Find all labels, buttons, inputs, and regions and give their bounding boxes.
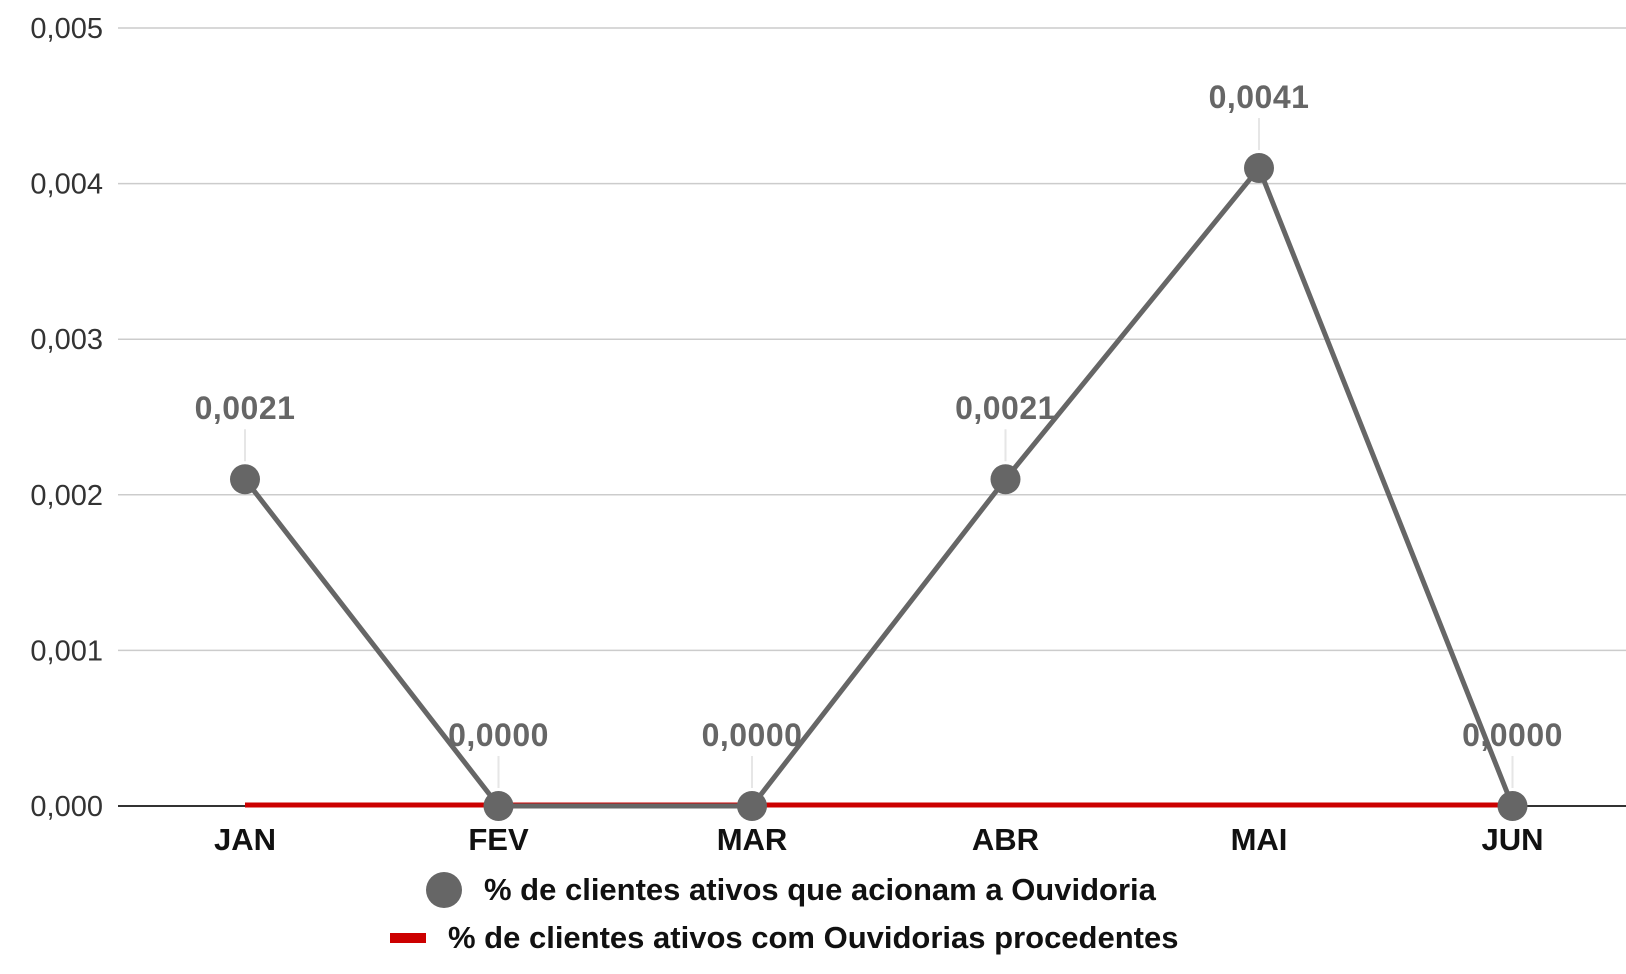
data-label: 0,0000 xyxy=(448,717,549,753)
y-tick-label: 0,003 xyxy=(30,324,103,356)
legend-item-ouvidoria[interactable]: % de clientes ativos que acionam a Ouvid… xyxy=(426,872,1156,908)
y-tick-label: 0,001 xyxy=(30,635,103,667)
x-tick-label: JUN xyxy=(1481,822,1543,857)
data-point[interactable] xyxy=(737,791,767,821)
data-point[interactable] xyxy=(1244,153,1274,184)
legend-label: % de clientes ativos com Ouvidorias proc… xyxy=(448,920,1179,955)
data-label: 0,0021 xyxy=(955,390,1056,426)
legend-marker-line-icon xyxy=(390,933,426,943)
data-label: 0,0041 xyxy=(1209,79,1310,115)
y-tick-label: 0,002 xyxy=(30,480,103,512)
x-tick-label: JAN xyxy=(214,822,276,857)
data-label: 0,0000 xyxy=(1462,717,1563,753)
series-line-ouvidoria xyxy=(243,165,1515,809)
legend-label: % de clientes ativos que acionam a Ouvid… xyxy=(484,872,1156,907)
x-tick-label: FEV xyxy=(468,822,529,857)
y-tick-label: 0,004 xyxy=(30,169,103,201)
data-point[interactable] xyxy=(483,791,514,821)
legend-item-procedentes[interactable]: % de clientes ativos com Ouvidorias proc… xyxy=(390,920,1178,956)
y-tick-label: 0,005 xyxy=(30,13,103,45)
data-point[interactable] xyxy=(230,464,260,495)
data-point[interactable] xyxy=(1497,791,1528,821)
x-tick-label: MAR xyxy=(717,822,788,857)
data-point[interactable] xyxy=(990,464,1021,495)
data-label: 0,0000 xyxy=(702,717,803,753)
x-tick-label: ABR xyxy=(972,822,1039,857)
y-tick-label: 0,000 xyxy=(30,791,103,823)
legend-marker-circle-icon xyxy=(426,872,462,908)
x-tick-label: MAI xyxy=(1231,822,1288,857)
data-label: 0,0021 xyxy=(195,390,296,426)
